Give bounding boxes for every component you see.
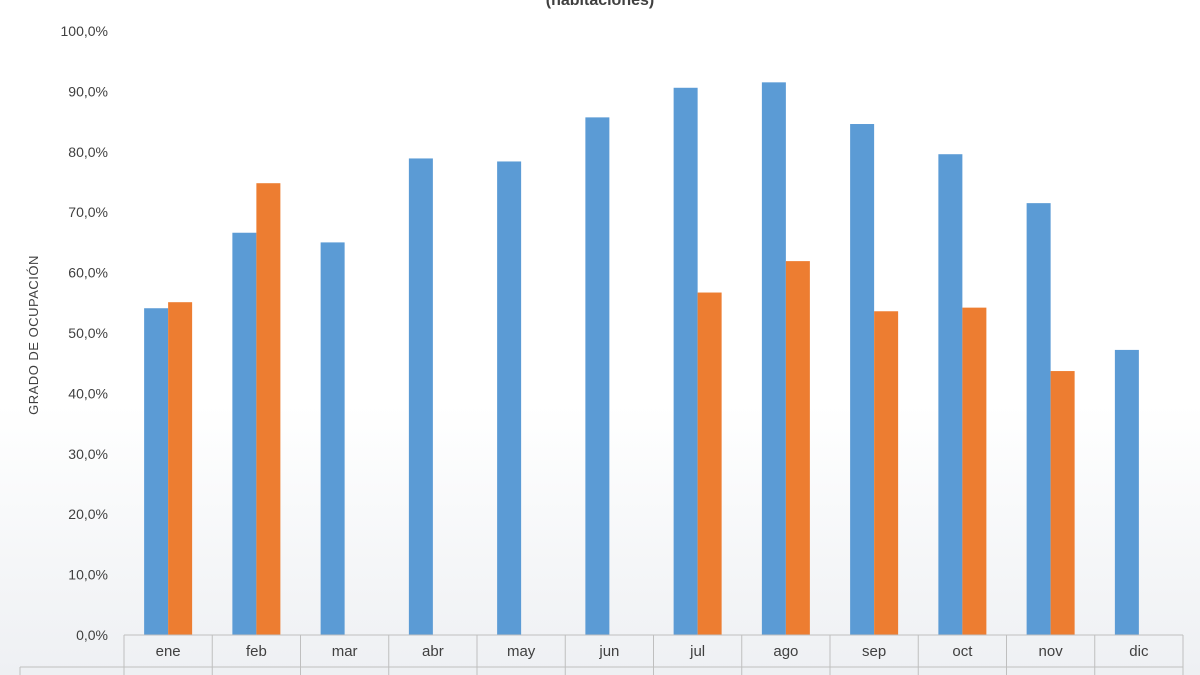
bar-series-2-ene [168,302,193,635]
y-axis-ticks: 0,0% 10,0% 20,0% 30,0% 40,0% 50,0% 60,0% 70,0% 8… [61,23,108,643]
bar-series-1-sep [850,124,875,636]
bars [144,82,1139,636]
x-tick-label: jul [689,643,705,660]
bar-series-2-feb [256,183,281,635]
y-tick-label: 0,0% [76,627,108,643]
bar-series-2-jul [697,292,722,635]
y-tick-label: 40,0% [68,385,108,401]
y-tick-label: 10,0% [68,567,108,583]
y-axis-label: GRADO DE OCUPACIÓN [26,255,41,415]
y-tick-label: 20,0% [68,506,108,522]
y-tick-label: 100,0% [61,23,108,39]
bar-series-1-nov [1026,203,1051,635]
y-tick-label: 60,0% [68,265,108,281]
bar-series-2-sep [874,311,899,635]
x-tick-label: feb [246,643,267,660]
y-tick-label: 30,0% [68,446,108,462]
bar-series-1-jul [673,87,698,635]
bar-series-2-oct [962,307,987,635]
bar-series-2-nov [1050,371,1075,635]
bar-series-1-dic [1114,349,1139,635]
bar-series-2-ago [785,261,810,635]
y-tick-label: 90,0% [68,83,108,99]
x-tick-label: sep [862,643,886,660]
y-tick-label: 50,0% [68,325,108,341]
y-tick-label: 70,0% [68,204,108,220]
bar-series-1-jun [585,117,610,635]
bar-series-1-feb [232,232,257,635]
y-tick-label: 80,0% [68,144,108,160]
bar-series-1-ago [761,82,786,636]
x-tick-label: ene [156,643,181,660]
x-tick-label: oct [952,643,973,660]
x-tick-label: abr [422,643,444,660]
data-table: enefebmarabrmayjunjulagosepoctnovdicAño … [19,634,1184,675]
bar-series-1-may [497,161,522,636]
x-tick-label: dic [1129,643,1149,660]
chart-subtitle: (habitaciones) [546,0,654,9]
x-tick-label: mar [332,643,358,660]
x-tick-label: jun [598,643,619,660]
x-tick-label: ago [773,643,798,660]
bar-series-1-mar [320,242,345,635]
bar-series-1-abr [408,158,433,635]
bar-series-1-ene [144,308,169,635]
x-tick-label: nov [1039,643,1064,660]
bar-series-1-oct [938,154,963,635]
x-tick-label: may [507,643,536,660]
